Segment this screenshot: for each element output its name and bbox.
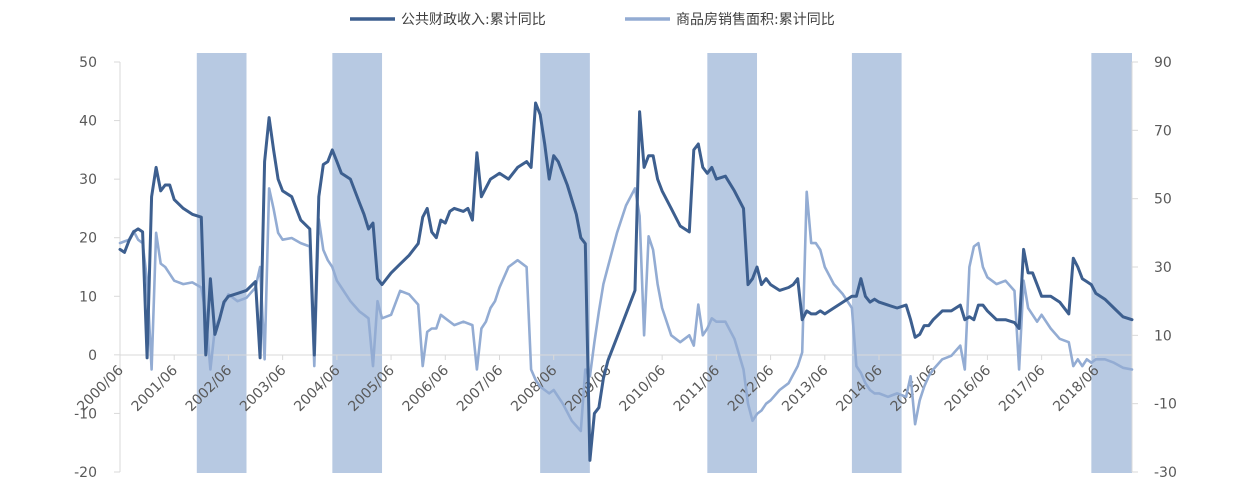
- shaded-period-4: [851, 53, 902, 473]
- x-tick-label: 2010/06: [617, 362, 670, 415]
- left-tick-label: -10: [74, 406, 97, 422]
- right-tick-label: 30: [1154, 260, 1172, 276]
- right-tick-label: 10: [1154, 328, 1172, 344]
- x-tick-label: 2013/06: [779, 362, 832, 415]
- left-tick-label: 30: [79, 172, 97, 188]
- legend-label-fiscal: 公共财政收入:累计同比: [401, 12, 546, 28]
- x-tick-label: 2001/06: [129, 362, 182, 415]
- x-tick-label: 2007/06: [454, 362, 507, 415]
- left-tick-label: -20: [74, 465, 97, 481]
- x-tick-label: 2017/06: [996, 362, 1049, 415]
- left-tick-label: 0: [88, 348, 97, 364]
- series-lines: [118, 101, 1134, 462]
- left-tick-label: 10: [79, 289, 97, 305]
- right-tick-label: -10: [1154, 397, 1177, 413]
- series-line-housing-sales: [118, 187, 1134, 433]
- right-tick-label: 50: [1154, 192, 1172, 208]
- right-tick-label: 70: [1154, 123, 1172, 139]
- shaded-period-1: [332, 53, 383, 473]
- shaded-period-0: [196, 53, 247, 473]
- x-tick-label: 2006/06: [400, 362, 453, 415]
- right-tick-label: 90: [1154, 55, 1172, 71]
- series-line-fiscal-revenue: [118, 101, 1134, 462]
- legend-label-housing: 商品房销售面积:累计同比: [676, 12, 835, 28]
- x-tick-label: 2000/06: [74, 362, 127, 415]
- legend: 公共财政收入:累计同比 商品房销售面积:累计同比: [350, 12, 835, 28]
- left-tick-label: 40: [79, 114, 97, 130]
- left-tick-label: 20: [79, 231, 97, 247]
- left-tick-label: 50: [79, 55, 97, 71]
- shaded-period-5: [1091, 53, 1132, 473]
- right-tick-label: -30: [1154, 465, 1177, 481]
- shaded-periods: [196, 53, 1132, 473]
- x-tick-label: 2016/06: [942, 362, 995, 415]
